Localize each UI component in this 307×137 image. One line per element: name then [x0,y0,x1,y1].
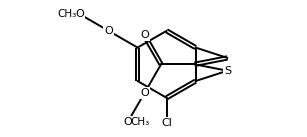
Text: O: O [75,9,84,19]
Text: CH₃: CH₃ [58,9,77,19]
Text: O: O [140,88,149,98]
Text: O: O [75,9,84,19]
Text: O: O [123,117,132,127]
Text: O: O [104,26,113,36]
Text: O: O [140,30,149,40]
Text: Cl: Cl [161,118,172,128]
Text: S: S [224,66,231,76]
Text: CH₃: CH₃ [130,117,150,127]
